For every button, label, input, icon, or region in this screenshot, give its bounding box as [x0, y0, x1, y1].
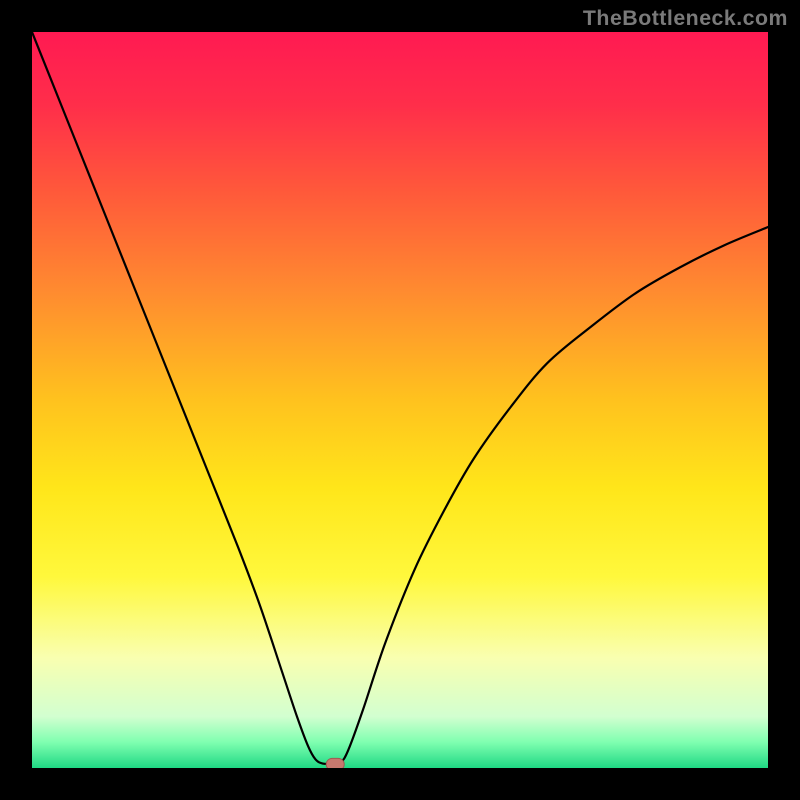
- optimal-point-marker: [326, 758, 344, 768]
- gradient-background: [32, 32, 768, 768]
- watermark-text: TheBottleneck.com: [583, 6, 788, 31]
- chart-plot: [32, 32, 768, 768]
- chart-frame: TheBottleneck.com: [0, 0, 800, 800]
